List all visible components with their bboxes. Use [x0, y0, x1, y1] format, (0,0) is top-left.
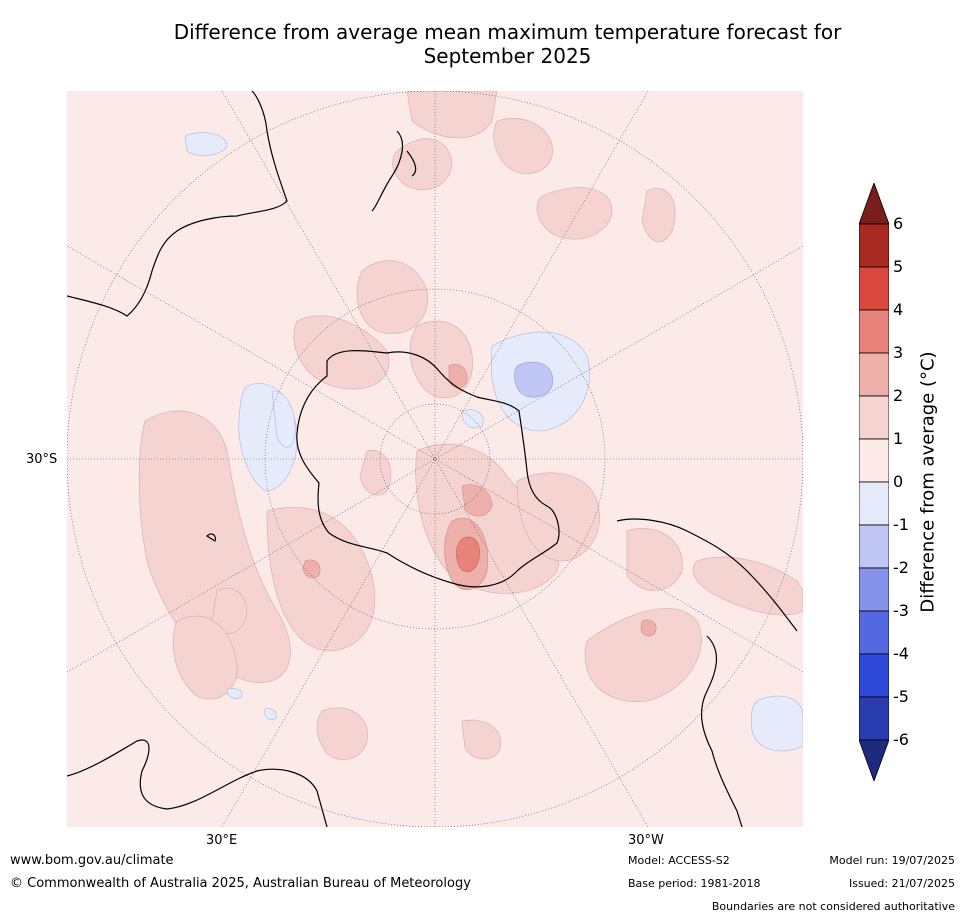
colorbar-tick-label: 0 [893, 472, 904, 491]
colorbar-step-0_1 [859, 438, 889, 483]
anomaly-3-4-regions [456, 536, 480, 573]
footer-model-run: Model run: 19/07/2025 [829, 854, 955, 867]
footer-issued: Issued: 21/07/2025 [848, 877, 955, 890]
colorbar-tick-label: -2 [893, 558, 909, 577]
anomaly-neg-2-neg-1-regions [514, 361, 554, 398]
colorbar-tick-label: 1 [893, 429, 904, 448]
footer-base-period: Base period: 1981-2018 [628, 877, 761, 890]
colorbar-title: Difference from average (°C) [917, 351, 939, 613]
colorbar-tick-label: 5 [893, 257, 904, 276]
colorbar-tick-label: -6 [893, 730, 909, 749]
colorbar-tick-label: 4 [893, 300, 904, 319]
title-line-2: September 2025 [423, 44, 592, 68]
footer-model: Model: ACCESS-S2 [628, 854, 730, 867]
colorbar-step-m6_m5 [859, 696, 889, 741]
lon-label-30e: 30°E [206, 833, 238, 848]
colorbar-tick-label: 6 [893, 214, 904, 233]
graticule [67, 91, 803, 827]
lat-label-30s: 30°S [26, 452, 58, 467]
colorbar-tick-label: -1 [893, 515, 909, 534]
footer-website[interactable]: www.bom.gov.au/climate [10, 853, 174, 868]
colorbar-step-4_5 [859, 266, 889, 311]
colorbar-steps [859, 223, 889, 741]
colorbar-step-m1_0 [859, 481, 889, 526]
lon-label-30w: 30°W [628, 833, 664, 848]
polar-map[interactable] [67, 91, 803, 827]
colorbar-step-2_3 [859, 352, 889, 397]
coastlines [67, 91, 798, 827]
colorbar-step-m5_m4 [859, 653, 889, 698]
colorbar-step-m3_m2 [859, 567, 889, 612]
colorbar-tick-label: 3 [893, 343, 904, 362]
colorbar-tick-label: 2 [893, 386, 904, 405]
colorbar-bottom-arrow [859, 739, 889, 781]
colorbar-tick-label: -3 [893, 601, 909, 620]
colorbar [859, 183, 889, 781]
map-svg [67, 91, 803, 827]
colorbar-top-arrow [859, 183, 889, 225]
footer-disclaimer: Boundaries are not considered authoritat… [711, 900, 955, 913]
title-line-1: Difference from average mean maximum tem… [173, 20, 842, 44]
colorbar-step-5_6 [859, 223, 889, 268]
chart-title: Difference from average mean maximum tem… [60, 20, 955, 68]
colorbar-step-m4_m3 [859, 610, 889, 655]
colorbar-step-m2_m1 [859, 524, 889, 569]
colorbar-tick-label: -4 [893, 644, 909, 663]
colorbar-step-1_2 [859, 395, 889, 440]
colorbar-tick-label: -5 [893, 687, 909, 706]
footer-copyright: © Commonwealth of Australia 2025, Austra… [10, 876, 471, 891]
colorbar-step-3_4 [859, 309, 889, 354]
